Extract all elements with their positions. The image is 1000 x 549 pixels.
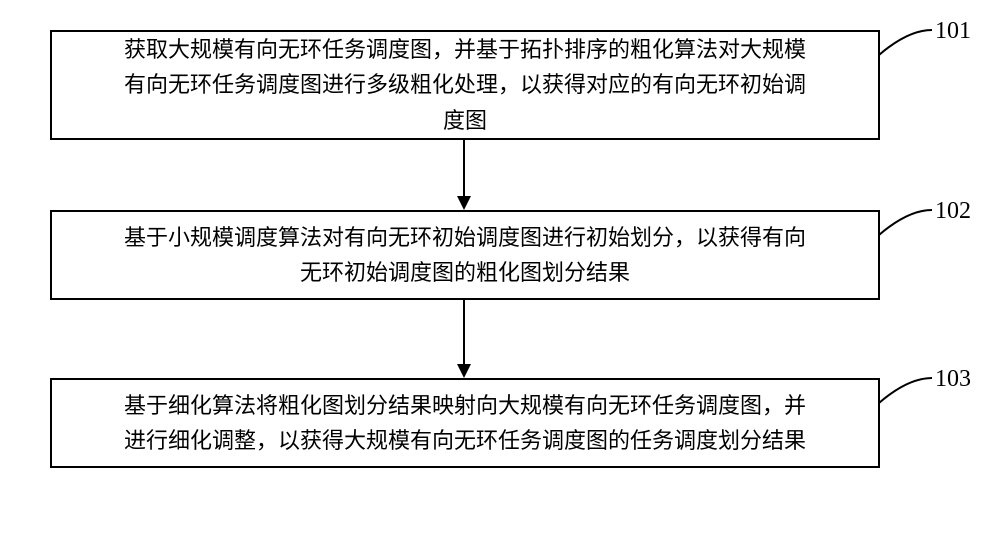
lead-line-103 — [878, 376, 933, 404]
step-box-101: 获取大规模有向无环任务调度图，并基于拓扑排序的粗化算法对大规模 有向无环任务调度… — [50, 30, 880, 140]
step-text-101: 获取大规模有向无环任务调度图，并基于拓扑排序的粗化算法对大规模 有向无环任务调度… — [124, 32, 806, 138]
step-box-102: 基于小规模调度算法对有向无环初始调度图进行初始划分，以获得有向 无环初始调度图的… — [50, 210, 880, 300]
step-box-103: 基于细化算法将粗化图划分结果映射向大规模有向无环任务调度图，并 进行细化调整，以… — [50, 378, 880, 468]
step-text-102: 基于小规模调度算法对有向无环初始调度图进行初始划分，以获得有向 无环初始调度图的… — [124, 220, 806, 290]
step-text-103: 基于细化算法将粗化图划分结果映射向大规模有向无环任务调度图，并 进行细化调整，以… — [124, 388, 806, 458]
step-label-101: 101 — [935, 18, 971, 45]
lead-line-102 — [878, 208, 933, 236]
flowchart: 获取大规模有向无环任务调度图，并基于拓扑排序的粗化算法对大规模 有向无环任务调度… — [0, 0, 1000, 549]
arrow-head-101-102 — [457, 196, 471, 210]
arrow-101-102 — [463, 140, 465, 198]
step-label-102: 102 — [935, 198, 971, 225]
step-label-103: 103 — [935, 366, 971, 393]
arrow-head-102-103 — [457, 364, 471, 378]
lead-line-101 — [878, 28, 933, 56]
arrow-102-103 — [463, 300, 465, 366]
